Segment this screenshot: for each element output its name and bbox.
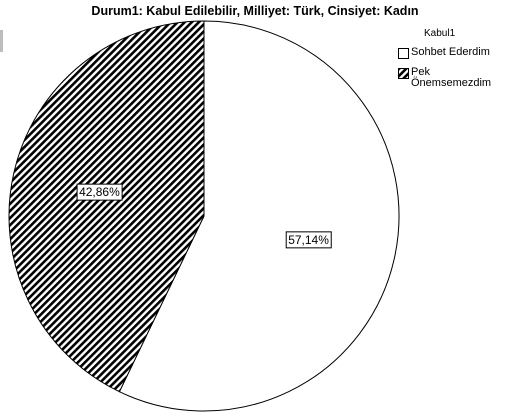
pie-slice-sohbet-ederdim bbox=[118, 20, 400, 412]
legend-swatch-pek-onemsemezdim bbox=[398, 68, 409, 79]
legend-swatch-sohbet-ederdim bbox=[398, 48, 409, 59]
legend-label-sohbet-ederdim: Sohbet Ederdim bbox=[411, 46, 490, 58]
legend-label-pek-onemsemezdim: Pek Önemsemezdim bbox=[411, 66, 492, 89]
pie-slice-pek-nemsemezdim bbox=[8, 20, 205, 393]
legend-title: Kabul1 bbox=[424, 28, 456, 39]
corner-mark bbox=[0, 30, 3, 52]
data-label-sohbet-ederdim: 57,14% bbox=[285, 231, 332, 249]
data-label-pek-nemsemezdim: 42,86% bbox=[76, 183, 123, 201]
legend-item-pek-onemsemezdim: Pek Önemsemezdim bbox=[398, 67, 507, 89]
legend-item-sohbet-ederdim: Sohbet Ederdim bbox=[398, 47, 507, 59]
data-label-text-pek-nemsemezdim: 42,86% bbox=[79, 185, 120, 199]
data-label-box-sohbet-ederdim bbox=[285, 231, 332, 249]
data-label-box-pek-nemsemezdim bbox=[76, 183, 123, 201]
chart-title: Durum1: Kabul Edilebilir, Milliyet: Türk… bbox=[91, 4, 419, 18]
data-label-text-sohbet-ederdim: 57,14% bbox=[288, 233, 329, 247]
